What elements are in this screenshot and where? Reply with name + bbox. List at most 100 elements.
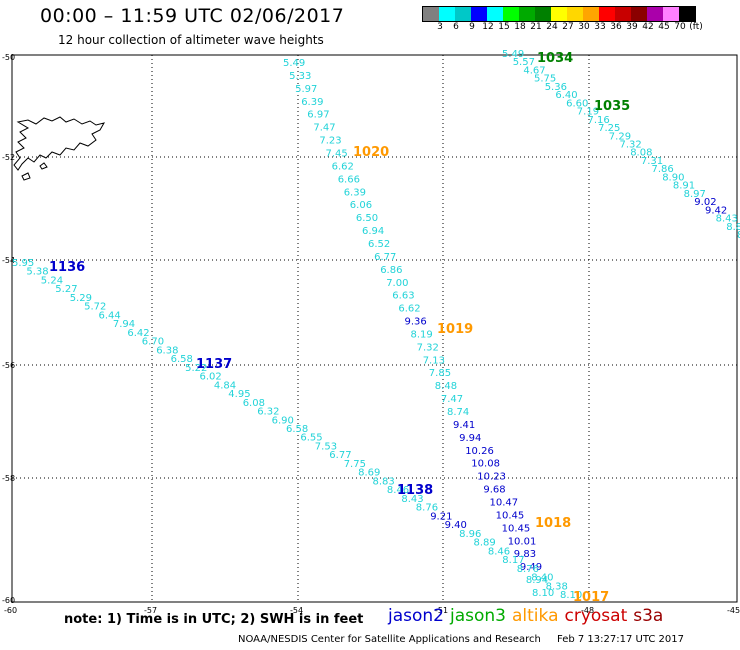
swh-value: 6.94 xyxy=(362,226,384,237)
swh-value: 6.63 xyxy=(392,291,414,302)
colorbar-segment xyxy=(583,7,599,21)
swh-value: 10.23 xyxy=(477,472,506,483)
swh-value: 5.22 xyxy=(185,363,207,374)
colorbar-label: 30 xyxy=(578,22,590,32)
swh-value: 8.74 xyxy=(447,407,469,418)
colorbar-segment xyxy=(647,7,663,21)
legend-item-altika: altika xyxy=(512,606,559,626)
swh-value: 9.40 xyxy=(445,520,467,531)
colorbar-label: 33 xyxy=(594,22,606,32)
footer-timestamp: Feb 7 13:27:17 UTC 2017 xyxy=(557,634,684,645)
swh-value: 7.53 xyxy=(315,442,337,453)
colorbar-label: 39 xyxy=(626,22,638,32)
longitude-label: -54 xyxy=(290,606,303,615)
colorbar-label: 18 xyxy=(514,22,526,32)
colorbar-label: 27 xyxy=(562,22,574,32)
swh-value: 5.24 xyxy=(41,276,63,287)
graticule-labels: -50 -52 -54 -56 -58 -60-60 -57 -54 -51 -48 -45 xyxy=(2,53,740,615)
swh-value: 7.31 xyxy=(641,156,663,167)
swh-value: 6.40 xyxy=(555,90,577,101)
swh-value: 8.10 xyxy=(560,590,582,601)
swh-value: 5.97 xyxy=(295,84,317,95)
colorbar-label: 24 xyxy=(546,22,558,32)
latitude-label: -50 xyxy=(2,53,15,62)
swh-value: 7.29 xyxy=(609,131,631,142)
swh-value: 8.90 xyxy=(662,172,684,183)
latitude-label: -52 xyxy=(2,153,15,162)
swh-value: 8.46 xyxy=(488,546,510,557)
colorbar-label: 36 xyxy=(610,22,622,32)
pass-number-label: 1017 xyxy=(573,590,609,605)
swh-value: 7.45 xyxy=(326,149,348,160)
swh-value: 5.49 xyxy=(283,58,305,69)
swh-value: 6.58 xyxy=(171,354,193,365)
swh-value: 8.94 xyxy=(526,575,548,586)
swh-value: 5.33 xyxy=(289,71,311,82)
swh-value: 8.83 xyxy=(373,476,395,487)
satellite-legend: jason2 jason3 altika cryosat s3a xyxy=(388,606,669,626)
swh-value: 8.19 xyxy=(411,330,433,341)
footer-credit: NOAA/NESDIS Center for Satellite Applica… xyxy=(238,634,541,645)
wave-height-colorbar xyxy=(422,6,696,22)
latitude-label: -56 xyxy=(2,361,15,370)
swh-value: 8.17 xyxy=(502,555,524,566)
swh-value: 6.70 xyxy=(142,337,164,348)
swh-value: 7.19 xyxy=(577,107,599,118)
pass-number-label: 1020 xyxy=(353,145,389,160)
swh-value: 5.27 xyxy=(55,284,77,295)
swh-value: 6.08 xyxy=(243,398,265,409)
pass-labels: 1034 1035 1020 1019 1018 1017 1136 1137 1138 xyxy=(49,51,630,605)
swh-value: 6.32 xyxy=(257,407,279,418)
swh-value: 10.08 xyxy=(471,459,500,470)
swh-value: 10.45 xyxy=(496,510,525,521)
swh-value: 7.94 xyxy=(113,319,135,330)
falkland-islands-coastline xyxy=(13,116,106,181)
legend-item-jason2: jason2 xyxy=(388,606,444,626)
swh-value: 5.49 xyxy=(502,49,524,60)
swh-value: 7.47 xyxy=(441,394,463,405)
swh-value: 7.00 xyxy=(386,278,408,289)
swh-value: 6.06 xyxy=(350,200,372,211)
swh-value: 9.21 xyxy=(430,511,452,522)
colorbar-label: 15 xyxy=(498,22,510,32)
swh-value: 8.40 xyxy=(531,573,553,584)
swh-value: 7.85 xyxy=(429,368,451,379)
colorbar-label: 6 xyxy=(453,22,459,32)
swh-value: 4.67 xyxy=(523,66,545,77)
swh-value: 8.89 xyxy=(474,538,496,549)
colorbar-label: 3 xyxy=(437,22,443,32)
pass-number-label: 1035 xyxy=(594,99,630,114)
colorbar-label: 9 xyxy=(469,22,475,32)
legend-item-cryosat: cryosat xyxy=(564,606,628,626)
swh-value: 8.10 xyxy=(532,588,554,599)
pass-number-label: 1137 xyxy=(196,357,232,372)
swh-value: 9.41 xyxy=(453,420,475,431)
colorbar-segment xyxy=(455,7,471,21)
swh-value: 8.46 xyxy=(387,485,409,496)
swh-value: 6.90 xyxy=(272,415,294,426)
map-note: note: 1) Time is in UTC; 2) SWH is in fe… xyxy=(64,612,364,627)
longitude-label: -45 xyxy=(727,606,740,615)
swh-value: 5.36 xyxy=(545,82,567,93)
swh-value: 5.38 xyxy=(26,267,48,278)
colorbar-label: 12 xyxy=(482,22,494,32)
longitude-label: -51 xyxy=(435,606,448,615)
colorbar-segment xyxy=(519,7,535,21)
swh-value: 6.38 xyxy=(156,345,178,356)
colorbar-segment xyxy=(471,7,487,21)
swh-value: 9.49 xyxy=(520,562,542,573)
swh-value: 9.42 xyxy=(705,205,727,216)
swh-value: 7.47 xyxy=(313,123,335,134)
swh-value: 5.75 xyxy=(534,74,556,85)
swh-value: 8.08 xyxy=(630,148,652,159)
swh-value: 8.69 xyxy=(358,468,380,479)
latitude-label: -60 xyxy=(2,596,15,605)
swh-value: 5.95 xyxy=(12,258,34,269)
swh-value: 6.39 xyxy=(301,97,323,108)
swh-value: 7.86 xyxy=(652,164,674,175)
swh-value: 9.02 xyxy=(694,197,716,208)
swh-value: 10.26 xyxy=(465,446,494,457)
swh-value: 6.39 xyxy=(344,187,366,198)
swh-value: 8.43 xyxy=(716,214,738,225)
